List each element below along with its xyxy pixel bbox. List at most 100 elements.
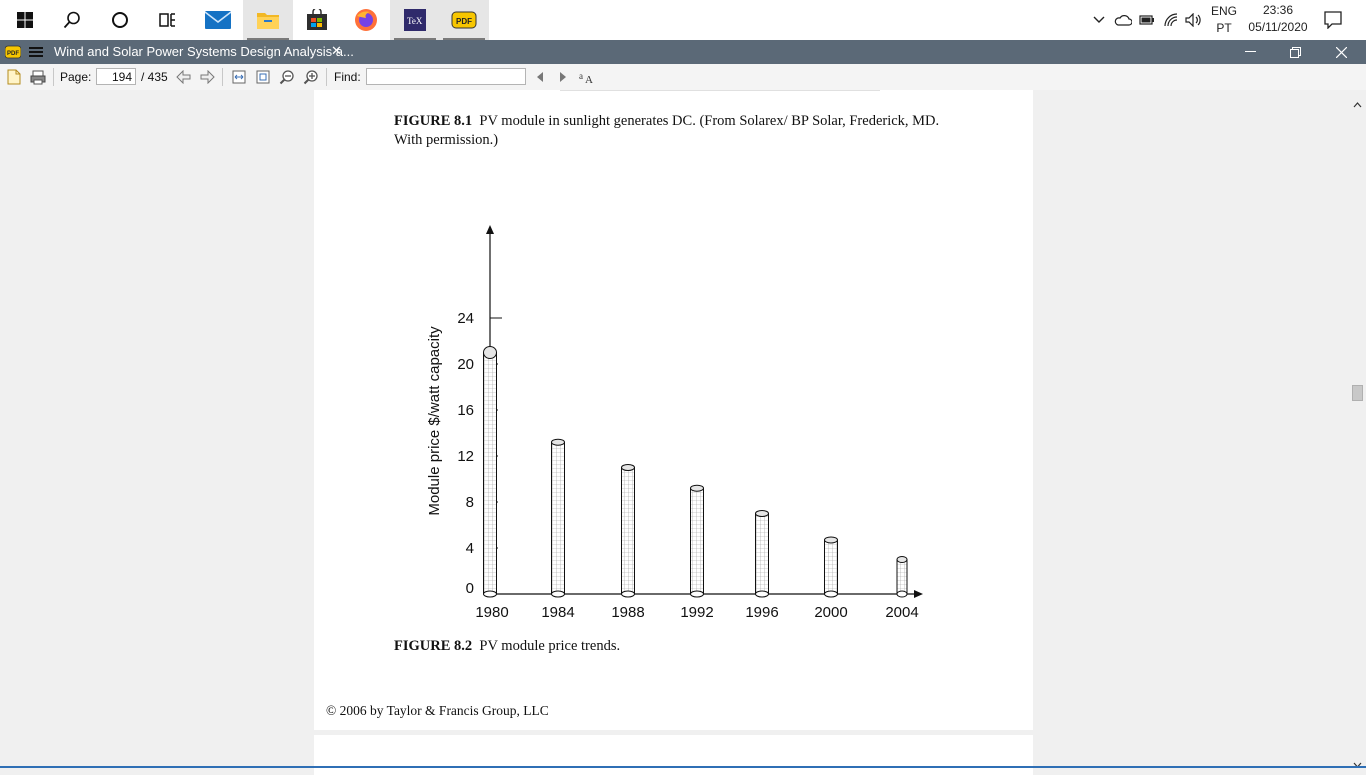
tex-icon[interactable]: TeX <box>390 0 440 40</box>
find-previous-icon[interactable] <box>532 69 548 85</box>
svg-text:TeX: TeX <box>407 16 423 26</box>
toolbar-separator <box>326 68 327 86</box>
toolbar-separator <box>222 68 223 86</box>
bar-cap <box>551 438 565 446</box>
search-icon[interactable] <box>47 0 97 40</box>
mail-icon[interactable] <box>193 0 243 40</box>
fit-width-icon[interactable] <box>231 69 247 85</box>
svg-text:PDF: PDF <box>456 17 472 26</box>
bar <box>896 559 908 595</box>
bar <box>690 487 704 595</box>
close-window-button[interactable] <box>1318 40 1364 64</box>
bar-cap <box>896 556 908 563</box>
bar <box>621 467 635 595</box>
clock[interactable]: 23:36 05/11/2020 <box>1244 2 1312 36</box>
bar <box>551 441 565 595</box>
chevron-up-icon[interactable] <box>1089 0 1109 40</box>
x-tick-label: 1980 <box>475 604 508 621</box>
previous-page-icon[interactable] <box>176 69 192 85</box>
close-tab-icon[interactable]: ✕ <box>331 43 342 58</box>
firefox-icon[interactable] <box>341 0 391 40</box>
cortana-icon[interactable] <box>95 0 145 40</box>
page-number-input[interactable]: 194 <box>96 68 136 85</box>
figure-8-1-text-continued: With permission.) <box>394 132 499 148</box>
bar-cap <box>483 346 497 359</box>
minimize-button[interactable] <box>1227 40 1273 64</box>
scrollbar-thumb[interactable] <box>1352 385 1363 401</box>
clock-date: 05/11/2020 <box>1248 20 1308 34</box>
print-icon[interactable] <box>30 69 46 85</box>
figure-8-2-caption: FIGURE 8.2 PV module price trends. <box>394 637 620 656</box>
store-icon[interactable] <box>292 0 342 40</box>
notifications-icon[interactable] <box>1320 0 1346 40</box>
bar <box>483 352 497 595</box>
vertical-scrollbar[interactable] <box>1349 90 1366 768</box>
x-tick-label: 1992 <box>680 604 713 621</box>
bar-base <box>824 590 838 598</box>
x-tick-label: 1984 <box>541 604 574 621</box>
file-explorer-icon[interactable] <box>243 0 293 40</box>
y-tick-label: 4 <box>466 540 474 557</box>
figure-image-edge <box>560 90 880 91</box>
figure-8-1-text: PV module in sunlight generates DC. (Fro… <box>479 113 940 129</box>
wifi-icon[interactable] <box>1161 0 1181 40</box>
find-label: Find: <box>334 70 361 84</box>
scroll-down-icon[interactable] <box>1353 755 1362 773</box>
x-tick-label: 2000 <box>814 604 847 621</box>
pdf-reader-icon[interactable]: PDF <box>439 0 489 40</box>
document-viewer[interactable]: FIGURE 8.1 PV module in sunlight generat… <box>0 90 1349 775</box>
bar-base <box>551 590 565 598</box>
fit-page-icon[interactable] <box>255 69 271 85</box>
svg-text:a: a <box>579 71 583 81</box>
bar-base <box>755 590 769 598</box>
copyright-notice: © 2006 by Taylor & Francis Group, LLC <box>326 703 549 718</box>
language-indicator[interactable]: ENG PT <box>1208 3 1240 37</box>
figure-8-2-text: PV module price trends. <box>479 638 621 654</box>
bar <box>755 513 769 595</box>
windows-start-icon[interactable] <box>0 0 50 40</box>
language-primary: ENG <box>1210 4 1237 18</box>
bar-base <box>621 590 635 598</box>
x-tick-label: 1988 <box>611 604 644 621</box>
page-total: / 435 <box>141 70 168 84</box>
x-tick-label: 2004 <box>885 604 918 621</box>
x-axis-arrow <box>914 590 923 598</box>
battery-icon[interactable] <box>1137 0 1157 40</box>
y-tick-label: 8 <box>466 494 474 511</box>
taskbar-accent-line <box>0 766 1366 768</box>
figure-8-1-label: FIGURE 8.1 <box>394 113 473 129</box>
y-tick-label: 16 <box>457 402 474 419</box>
bar-base <box>690 590 704 598</box>
title-bar: PDF Wind and Solar Power Systems Design … <box>0 40 1366 64</box>
find-next-icon[interactable] <box>555 69 571 85</box>
onedrive-icon[interactable] <box>1113 0 1133 40</box>
menu-icon[interactable] <box>28 45 44 59</box>
volume-icon[interactable] <box>1184 0 1204 40</box>
window-title[interactable]: Wind and Solar Power Systems Design Anal… <box>54 44 354 59</box>
restore-button[interactable] <box>1272 40 1318 64</box>
language-secondary: PT <box>1216 21 1232 35</box>
app-logo-icon: PDF <box>4 45 22 59</box>
zoom-out-icon[interactable] <box>279 69 295 85</box>
svg-text:A: A <box>585 74 593 84</box>
next-page-icon[interactable] <box>199 69 215 85</box>
bar-cap <box>755 510 769 517</box>
find-input[interactable] <box>366 68 526 85</box>
svg-text:PDF: PDF <box>7 51 19 57</box>
bar-base <box>483 590 497 598</box>
toolbar-separator <box>53 68 54 86</box>
y-tick-label: 12 <box>457 448 474 465</box>
y-axis-arrow <box>486 225 494 234</box>
pdf-page: FIGURE 8.1 PV module in sunlight generat… <box>314 90 1033 730</box>
bar-cap <box>690 484 704 492</box>
figure-8-2-label: FIGURE 8.2 <box>394 638 473 654</box>
task-view-icon[interactable] <box>143 0 193 40</box>
bar-cap <box>621 464 635 471</box>
y-axis-label: Module price $/watt capacity <box>426 326 443 516</box>
scroll-up-icon[interactable] <box>1353 95 1362 113</box>
zoom-in-icon[interactable] <box>303 69 319 85</box>
clock-time: 23:36 <box>1262 3 1294 17</box>
open-file-icon[interactable] <box>6 69 22 85</box>
